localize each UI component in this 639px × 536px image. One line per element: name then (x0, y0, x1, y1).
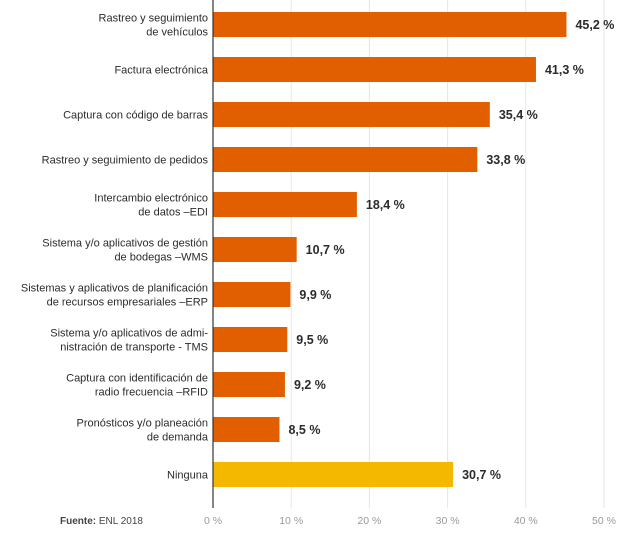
category-label: radio frecuencia –RFID (95, 387, 208, 399)
category-label: Ninguna (167, 470, 209, 482)
value-label: 33,8 % (486, 153, 525, 167)
bar (213, 417, 280, 442)
source-text: ENL 2018 (96, 516, 143, 527)
bar (213, 192, 357, 217)
bar (213, 327, 288, 352)
bar (213, 237, 297, 262)
source-label: Fuente: (60, 516, 96, 527)
x-tick-label: 10 % (279, 515, 303, 527)
category-label: Pronósticos y/o planeación (77, 418, 208, 430)
value-label: 9,2 % (294, 378, 326, 392)
x-tick-label: 40 % (514, 515, 538, 527)
value-label: 10,7 % (306, 243, 345, 257)
value-label: 35,4 % (499, 108, 538, 122)
category-label: de datos –EDI (138, 207, 208, 219)
category-label: Sistemas y aplicativos de planificación (21, 283, 208, 295)
category-label: Sistema y/o aplicativos de admi- (50, 328, 208, 340)
bar (213, 102, 490, 127)
category-label: de demanda (147, 432, 209, 444)
bar (213, 372, 285, 397)
category-label: Factura electrónica (114, 65, 208, 77)
value-label: 30,7 % (462, 468, 501, 482)
value-label: 18,4 % (366, 198, 405, 212)
x-tick-label: 0 % (204, 515, 222, 527)
category-label: Intercambio electrónico (94, 193, 208, 205)
category-label: Rastreo y seguimiento (99, 13, 208, 25)
value-label: 8,5 % (288, 423, 320, 437)
category-label: de bodegas –WMS (114, 252, 208, 264)
category-label: Sistema y/o aplicativos de gestión (42, 238, 208, 250)
x-tick-label: 50 % (592, 515, 616, 527)
category-label: Captura con identificación de (66, 373, 208, 385)
bar (213, 462, 454, 487)
bar (213, 57, 536, 82)
category-label: de vehículos (146, 27, 208, 39)
bar (213, 282, 291, 307)
category-label: Captura con código de barras (63, 110, 208, 122)
value-label: 9,5 % (296, 333, 328, 347)
x-tick-label: 30 % (436, 515, 460, 527)
source-note: Fuente: ENL 2018 (60, 516, 143, 527)
value-label: 41,3 % (545, 63, 584, 77)
bar (213, 12, 567, 37)
category-label: Rastreo y seguimiento de pedidos (42, 155, 209, 167)
category-label: de recursos empresariales –ERP (47, 297, 208, 309)
value-label: 9,9 % (299, 288, 331, 302)
bar (213, 147, 478, 172)
value-label: 45,2 % (575, 18, 614, 32)
x-tick-label: 20 % (357, 515, 381, 527)
category-label: nistración de transporte - TMS (60, 342, 208, 354)
